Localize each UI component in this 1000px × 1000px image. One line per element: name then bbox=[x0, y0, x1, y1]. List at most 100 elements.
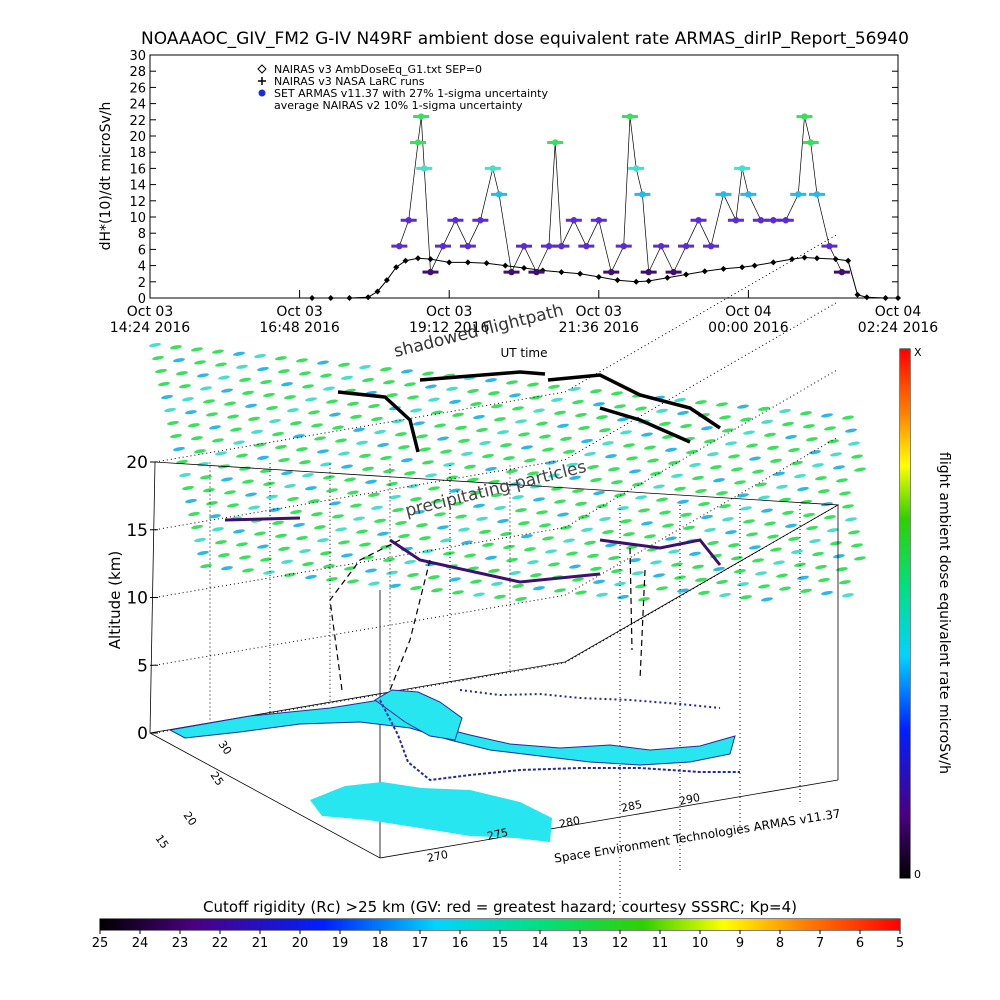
legend-entry: NAIRAS v3 NASA LaRC runs bbox=[274, 75, 425, 88]
armas-measurement-point bbox=[720, 191, 727, 198]
particle-marker bbox=[578, 425, 590, 431]
altitude-gridline bbox=[154, 527, 566, 598]
armas-measurement-point bbox=[657, 242, 665, 250]
particle-marker bbox=[194, 449, 206, 454]
armas-measurement-point bbox=[405, 217, 412, 224]
particle-marker bbox=[407, 484, 419, 489]
particle-marker bbox=[767, 534, 779, 539]
particle-marker bbox=[812, 463, 824, 468]
cutoff-rigidity-tick-label: 7 bbox=[816, 936, 824, 951]
nairas-model-point bbox=[614, 277, 621, 284]
particle-marker bbox=[803, 424, 815, 429]
particle-marker bbox=[452, 501, 464, 506]
particle-marker bbox=[497, 518, 509, 524]
armas-measurement-point bbox=[417, 113, 425, 120]
particle-marker bbox=[317, 360, 329, 365]
particle-marker bbox=[743, 519, 755, 524]
particle-marker bbox=[572, 399, 584, 405]
particle-marker bbox=[473, 503, 485, 508]
particle-marker bbox=[326, 399, 338, 404]
particle-marker bbox=[521, 534, 533, 539]
particle-marker bbox=[212, 349, 224, 354]
particle-marker bbox=[836, 478, 848, 483]
particle-marker bbox=[845, 428, 857, 433]
armas-measurement-point bbox=[464, 242, 472, 250]
particle-marker bbox=[233, 440, 245, 445]
armas-measurement-line bbox=[398, 116, 843, 274]
particle-marker bbox=[167, 420, 179, 426]
particle-marker bbox=[617, 417, 629, 422]
particle-marker bbox=[488, 391, 500, 396]
particle-marker bbox=[242, 390, 254, 395]
particle-marker bbox=[308, 410, 320, 415]
particle-marker bbox=[329, 501, 341, 506]
particle-marker bbox=[281, 382, 293, 387]
particle-marker bbox=[644, 534, 656, 539]
particle-marker bbox=[812, 551, 824, 557]
x-tick-label: 00:00 2016 bbox=[708, 320, 789, 336]
particle-marker bbox=[335, 527, 347, 532]
particle-marker bbox=[176, 459, 188, 465]
particle-marker bbox=[773, 560, 785, 565]
particle-marker bbox=[833, 554, 845, 559]
particle-marker bbox=[386, 570, 398, 575]
particle-marker bbox=[749, 456, 761, 461]
particle-marker bbox=[236, 542, 248, 547]
particle-marker bbox=[596, 503, 608, 509]
particle-marker bbox=[764, 521, 776, 526]
particle-marker bbox=[215, 540, 227, 545]
particle-marker bbox=[734, 569, 746, 574]
cutoff-rigidity-tick-label: 20 bbox=[292, 936, 309, 951]
particle-marker bbox=[401, 369, 413, 374]
particle-marker bbox=[704, 439, 716, 444]
latitude-tick-label: 30 bbox=[216, 738, 235, 757]
particle-marker bbox=[635, 584, 647, 589]
nairas-model-point bbox=[720, 265, 727, 272]
particle-marker bbox=[188, 511, 200, 517]
legend-marker bbox=[257, 64, 267, 74]
particle-marker bbox=[377, 531, 389, 536]
particle-marker bbox=[800, 499, 812, 505]
particle-marker bbox=[485, 378, 497, 383]
particle-marker bbox=[191, 347, 203, 352]
particle-marker bbox=[284, 395, 296, 400]
particle-marker bbox=[401, 458, 413, 463]
particle-marker bbox=[383, 468, 395, 474]
particle-marker bbox=[275, 356, 287, 361]
longitude-ticks: 270 275 280 285 290 bbox=[426, 791, 701, 865]
cutoff-rigidity-tick-label: 9 bbox=[736, 936, 744, 951]
armas-measurement-point bbox=[795, 191, 802, 198]
particle-marker bbox=[266, 405, 278, 411]
particle-marker bbox=[542, 447, 554, 452]
particle-marker bbox=[575, 590, 587, 595]
particle-marker bbox=[518, 521, 530, 526]
back-wall bbox=[149, 461, 840, 734]
particle-marker bbox=[797, 486, 809, 492]
particle-marker bbox=[782, 421, 794, 427]
particle-marker bbox=[746, 532, 758, 537]
particle-marker bbox=[371, 416, 383, 422]
armas-measurement-point bbox=[439, 242, 447, 250]
particle-marker bbox=[695, 400, 707, 405]
particle-marker bbox=[575, 412, 587, 418]
particle-marker bbox=[635, 495, 647, 500]
particle-marker bbox=[548, 562, 560, 567]
particle-marker bbox=[764, 432, 776, 437]
cutoff-rigidity-colorbar-fill bbox=[100, 919, 900, 930]
particle-marker bbox=[359, 542, 371, 547]
particle-marker bbox=[512, 583, 524, 589]
particle-marker bbox=[689, 462, 701, 468]
particle-marker bbox=[305, 397, 317, 402]
particle-marker bbox=[791, 460, 803, 466]
particle-marker bbox=[323, 564, 335, 569]
particle-marker bbox=[407, 395, 419, 400]
particle-marker bbox=[827, 528, 839, 533]
particle-marker bbox=[239, 555, 251, 560]
particle-marker bbox=[662, 434, 674, 439]
particle-marker bbox=[452, 412, 464, 417]
particle-marker bbox=[473, 592, 485, 597]
dose-colorbar-bottom-label: 0 bbox=[914, 868, 921, 881]
armas-measurement-point bbox=[558, 242, 565, 250]
particle-marker bbox=[431, 588, 443, 593]
